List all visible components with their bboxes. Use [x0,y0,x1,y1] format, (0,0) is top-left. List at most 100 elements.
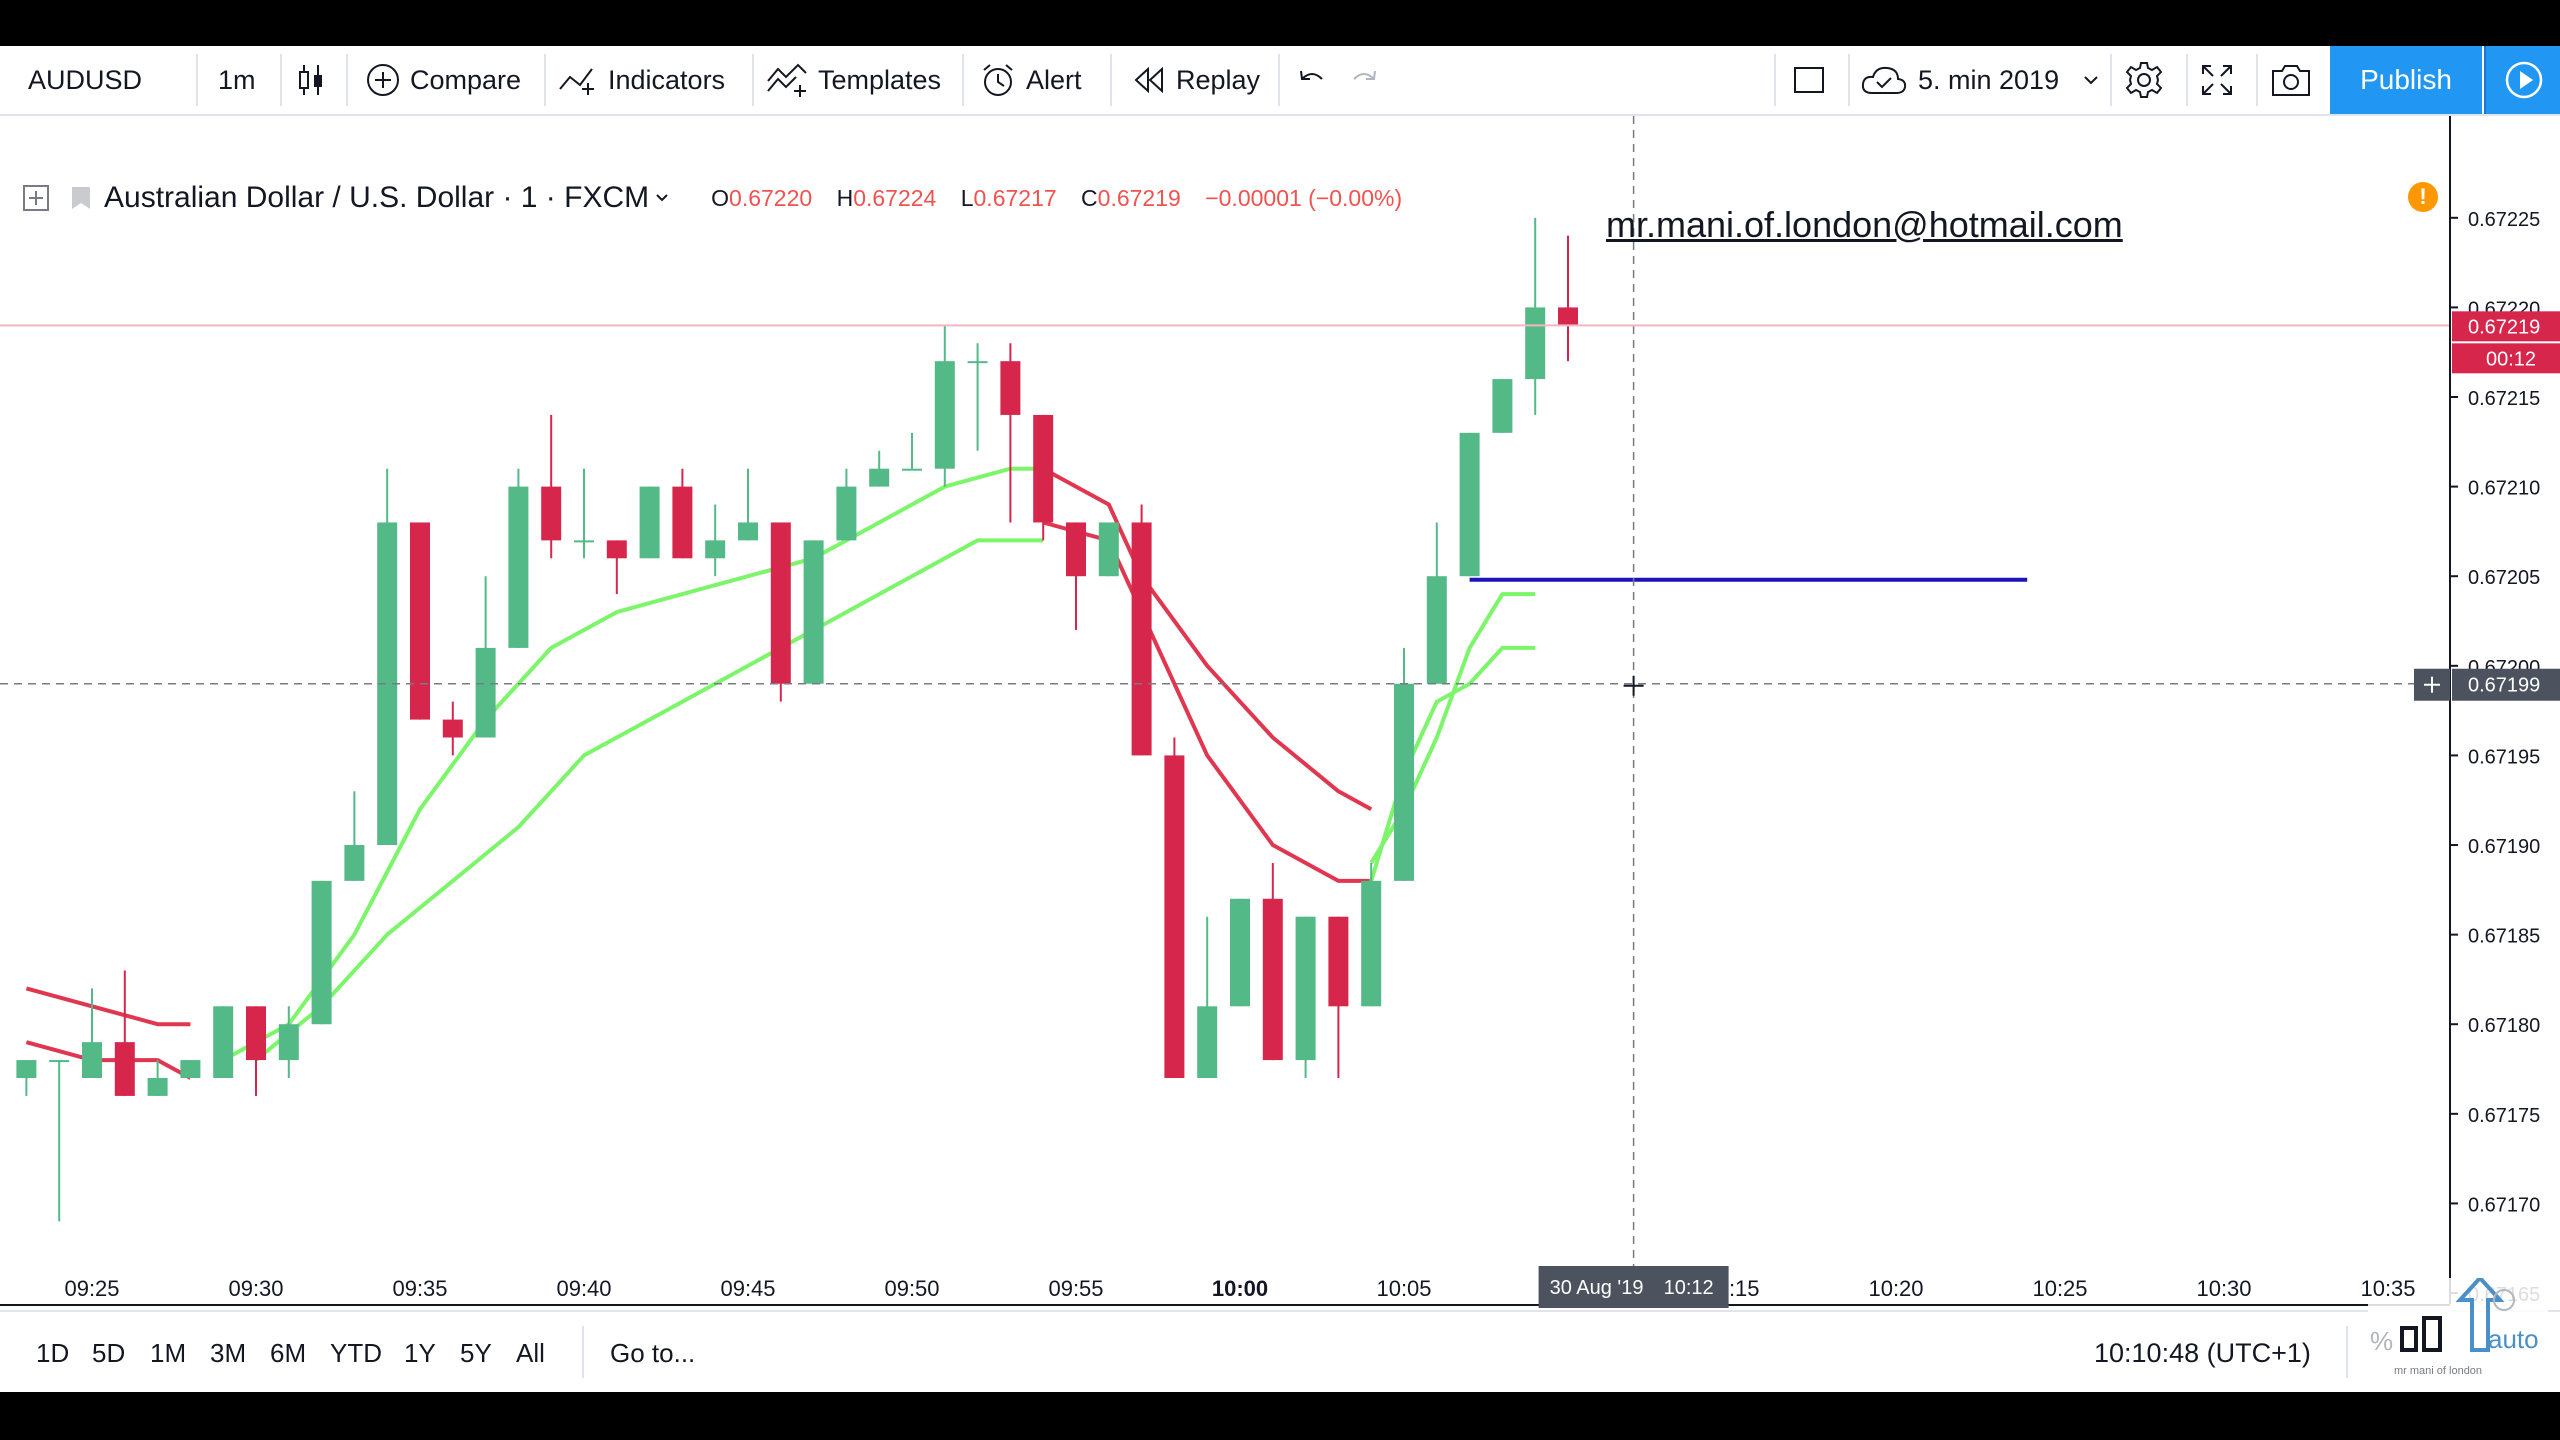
compare-button[interactable]: Compare [366,46,521,114]
time-tick-label: 09:40 [556,1276,611,1301]
redo-icon [1353,70,1376,80]
price-tick-label: 0.67210 [2468,478,2540,500]
crosshair-date-label: 30 Aug '19 [1550,1277,1644,1299]
candle-body [606,540,627,559]
candle [770,522,791,702]
redo-button[interactable] [1350,46,1380,114]
candle [1426,522,1447,684]
symbol-description[interactable]: Australian Dollar / U.S. Dollar · 1 · FX… [104,181,650,214]
candle-body [738,522,758,541]
range-1m[interactable]: 1M [150,1337,187,1368]
candle-body [1066,522,1086,577]
chart-area[interactable]: 0.671650.671700.671750.671800.671850.671… [0,116,2560,1306]
candles-icon [299,65,322,95]
candle-body [1131,522,1152,756]
candle-body [246,1006,266,1061]
toolbar-divider [582,1326,584,1378]
range-1d[interactable]: 1D [36,1337,70,1368]
candle-body [672,486,693,559]
top-black-bar [0,0,2560,46]
chart-style-button[interactable] [296,46,326,114]
candle-body [82,1042,102,1078]
candle-body [475,647,496,738]
candle-body [442,719,463,738]
time-tick-label: 10:25 [2032,1276,2087,1301]
play-button[interactable] [2484,46,2560,114]
open-key: O [711,184,730,211]
time-tick-label: 09:45 [720,1276,775,1301]
range-all[interactable]: All [516,1337,545,1368]
candle [967,343,988,451]
candle-body [541,486,562,541]
goto-button[interactable]: Go to... [610,1337,696,1368]
candle-body [705,540,726,559]
candle [311,880,332,1025]
candle [213,1006,234,1078]
candle-body [1033,414,1054,523]
candle [442,701,463,756]
candle [1197,916,1218,1078]
candle-body [1525,307,1546,380]
candle-body [1262,898,1283,1061]
logo-square-icon [2400,1326,2418,1352]
crosshair-time-label: 10:12 [1664,1277,1714,1299]
candle [606,540,627,595]
cloud-check-icon [1860,63,1908,97]
candle [1230,898,1250,1007]
flag-icon[interactable] [70,185,92,211]
symbol-search[interactable]: AUDUSD [28,64,143,95]
session-clock[interactable]: 10:10:48 (UTC+1) [2094,1337,2311,1368]
time-tick-label: 09:55 [1048,1276,1103,1301]
templates-button[interactable]: Templates [766,46,941,114]
toolbar-divider [752,54,754,106]
candle-body [49,1060,70,1063]
replay-button[interactable]: Replay [1132,46,1260,114]
range-5y[interactable]: 5Y [460,1337,492,1368]
layout-button[interactable] [1792,46,1826,114]
candle-body [1558,307,1578,326]
toolbar-divider [280,54,282,106]
countdown-tag [2452,343,2560,374]
interval-button[interactable]: 1m [218,64,256,95]
save-layout-button[interactable]: 5. min 2019 [1860,46,2101,114]
candle [705,504,726,577]
range-5d[interactable]: 5D [92,1337,126,1368]
candle-body [1361,880,1382,1007]
settings-button[interactable] [2124,46,2164,114]
range-1y[interactable]: 1Y [404,1337,436,1368]
candle [574,468,594,559]
candle-body [902,468,922,471]
candle [1525,217,1546,415]
time-axis[interactable]: 09:25 09:30 09:35 09:40 09:45 09:50 09:55 10:00… [0,1266,2450,1310]
warning-icon[interactable]: ! [2408,182,2438,212]
candle [639,486,660,559]
chevron-down-icon[interactable] [653,189,671,207]
candle-body [803,540,824,684]
price-chart[interactable]: 0.671650.671700.671750.671800.671850.671… [0,116,2560,1306]
alert-button[interactable]: Alert [980,46,1082,114]
candle-body [639,486,660,559]
candle [1000,343,1021,523]
publish-button[interactable]: Publish [2330,46,2482,114]
square-icon [1794,67,1824,93]
fullscreen-button[interactable] [2200,46,2234,114]
indicators-button[interactable]: Indicators [558,46,725,114]
add-symbol-icon[interactable] [22,184,50,212]
undo-button[interactable] [1296,46,1326,114]
chevron-down-icon [2084,76,2098,85]
range-ytd[interactable]: YTD [330,1337,382,1368]
crosshair-price-label: 0.67199 [2468,675,2540,697]
text-annotation[interactable]: mr.mani.of.london@hotmail.com [1606,204,2123,245]
candle-body [1295,916,1316,1061]
candle-body [16,1060,37,1078]
price-tick-label: 0.67175 [2468,1105,2540,1127]
high-value: 0.67224 [853,184,937,211]
candle [1361,862,1382,1007]
range-3m[interactable]: 3M [210,1337,247,1368]
candle [475,576,496,738]
candle [803,540,824,684]
candle [344,791,365,881]
candle [16,1060,37,1096]
range-6m[interactable]: 6M [270,1337,307,1368]
snapshot-button[interactable] [2270,46,2312,114]
